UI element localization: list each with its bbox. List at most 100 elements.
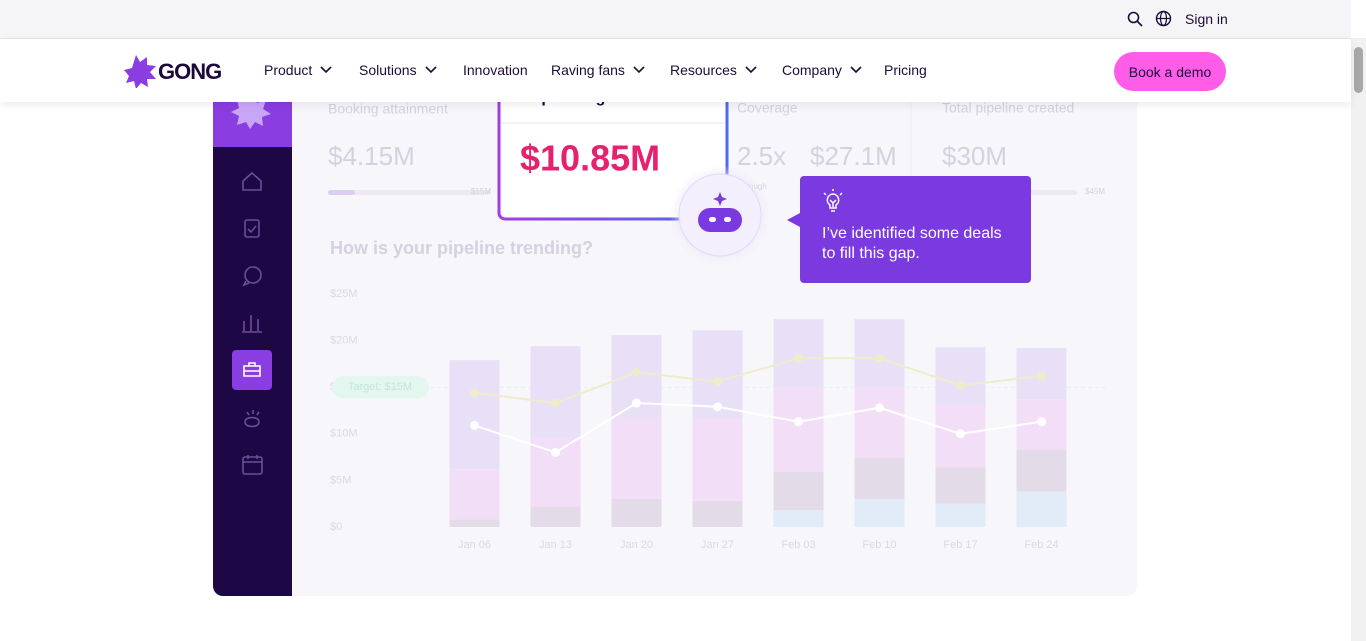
target-pill: [332, 376, 429, 399]
metric-value: $4.15M: [328, 141, 415, 171]
robot-eye: [709, 217, 716, 222]
y-tick-label: $25M: [330, 288, 358, 300]
metric-label: Total pipeline created: [942, 100, 1074, 116]
bar-segment: [692, 417, 743, 501]
progress-fill: [328, 190, 355, 195]
tip-pointer: [787, 213, 800, 227]
bar-segment: [854, 387, 905, 459]
bar-segment: [935, 347, 986, 405]
trend-point: [632, 398, 641, 408]
bar-segment: [854, 458, 905, 500]
bar-segment: [1016, 449, 1067, 492]
sidebar-active: [232, 350, 272, 390]
sidebar-icons: [242, 171, 263, 475]
language-icon[interactable]: [1155, 10, 1172, 27]
nav-label[interactable]: Pricing: [884, 62, 927, 78]
bar-segment: [773, 319, 824, 388]
bar-segment: [692, 500, 743, 527]
search-icon[interactable]: [1127, 11, 1143, 27]
sidebar: [213, 0, 292, 596]
bar-segment: [854, 319, 905, 388]
scroll-thumb[interactable]: [1354, 47, 1363, 93]
bar-segment: [611, 417, 662, 500]
x-tick-label: Feb 10: [862, 539, 896, 551]
trend-point: [1037, 371, 1046, 381]
cta-label[interactable]: Book a demo: [1128, 63, 1212, 80]
metric-value: $30M: [942, 141, 1007, 171]
nav-label[interactable]: Resources: [670, 62, 737, 78]
y-tick-label: $20M: [330, 335, 358, 347]
chevron: [425, 66, 437, 74]
gap-value: $10.85M: [520, 138, 660, 179]
bar-segment: [935, 467, 986, 504]
nav-item[interactable]: Product: [264, 62, 332, 78]
robot-face: [698, 208, 742, 232]
trend-point: [875, 353, 884, 363]
trend-point: [551, 447, 560, 457]
bulb-icon: [823, 189, 843, 212]
nav-label[interactable]: Raving fans: [551, 62, 625, 78]
main-nav: GONG Product Solutions Innovation Raving…: [0, 39, 1351, 102]
trend-point: [1037, 417, 1046, 427]
nav-item[interactable]: Innovation: [463, 62, 528, 78]
assistant-tooltip: I’ve identified some deals to fill this …: [800, 176, 1031, 283]
nav-item[interactable]: Resources: [670, 62, 757, 78]
nav-label[interactable]: Company: [782, 62, 842, 78]
nav-item[interactable]: Company: [782, 62, 862, 78]
nav-item[interactable]: Raving fans: [551, 62, 645, 78]
nav-label[interactable]: Product: [264, 62, 313, 78]
target-label: Target: $15M: [348, 381, 412, 393]
trend-point: [551, 398, 560, 408]
assistant-message: I’ve identified some deals to fill this …: [822, 225, 1002, 262]
bar-segment: [935, 503, 986, 527]
bar-segment: [449, 360, 500, 470]
sparkle: [713, 192, 727, 206]
metric-label: Booking attainment: [328, 101, 448, 117]
bar-segment: [854, 499, 905, 527]
trend-point: [956, 380, 965, 390]
robot-eye: [724, 217, 731, 222]
trend-point: [713, 377, 722, 387]
chevron: [850, 66, 862, 74]
chart-title: How is your pipeline trending?: [330, 238, 593, 258]
card: [213, 0, 1137, 596]
bar-segment: [1016, 491, 1067, 527]
bar-segment: [449, 469, 500, 520]
x-tick-label: Feb 17: [943, 539, 977, 551]
book-demo-button[interactable]: Book a demo: [1114, 52, 1226, 91]
nav-item[interactable]: Pricing: [884, 62, 927, 78]
nav-label[interactable]: Solutions: [359, 62, 417, 78]
metric-max: $45M: [1085, 187, 1105, 196]
chevron: [320, 66, 332, 74]
progress-track: [328, 190, 491, 195]
bar-segment: [449, 519, 500, 527]
logo-text[interactable]: GONG: [158, 59, 222, 84]
trend-point: [632, 367, 641, 377]
metric-max: $15M: [471, 187, 491, 196]
nav-item[interactable]: Solutions: [359, 62, 437, 78]
y-tick-label: $10M: [330, 428, 358, 440]
trend-point: [713, 402, 722, 412]
bar-segment: [773, 387, 824, 473]
trend-line: [474, 402, 1042, 454]
x-tick-label: Feb 24: [1024, 539, 1058, 551]
trend-line: [474, 357, 1042, 405]
bar-segment: [773, 510, 824, 527]
bar-segment: [530, 506, 581, 527]
chevron: [745, 66, 757, 74]
bar-segment: [773, 472, 824, 511]
briefcase-icon: [243, 362, 261, 377]
y-tick-label: $0: [330, 521, 342, 533]
nav-label[interactable]: Innovation: [463, 62, 528, 78]
trend-point: [794, 353, 803, 363]
sign-in-link[interactable]: Sign in: [1185, 11, 1228, 27]
bar-segment: [611, 499, 662, 527]
dashboard: Booking attainment $4.15M $15M Coverage …: [213, 0, 1137, 596]
x-tick-label: Jan 20: [620, 539, 653, 551]
trend-point: [956, 429, 965, 439]
logo-mark[interactable]: [124, 54, 158, 88]
sidebar-logo: [231, 95, 271, 129]
x-tick-label: Jan 13: [539, 539, 572, 551]
